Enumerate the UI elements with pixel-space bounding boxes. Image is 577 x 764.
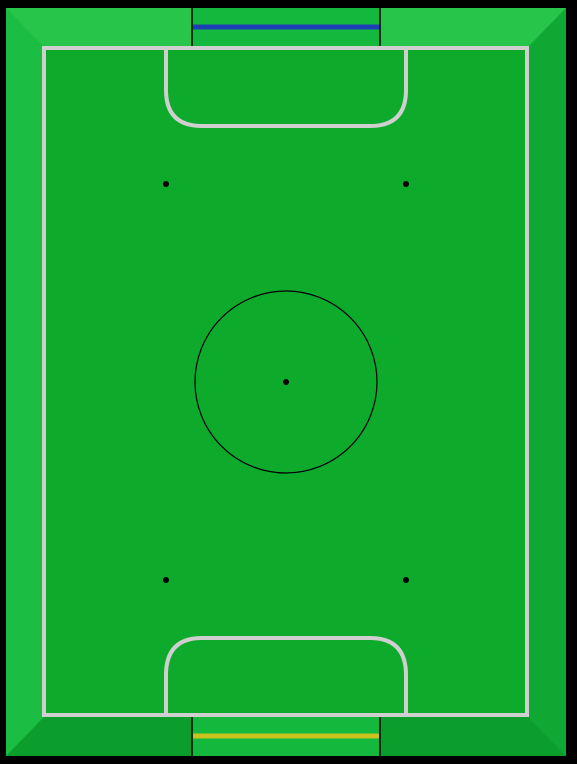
bevel-left: [6, 8, 44, 756]
center-circle: [194, 290, 378, 474]
spot-bottom-left: [163, 577, 169, 583]
spot-top-right: [403, 181, 409, 187]
center-spot: [283, 379, 289, 385]
bottom-penalty-area: [164, 636, 408, 715]
touchline-boundary: [42, 46, 529, 717]
spot-top-left: [163, 181, 169, 187]
bevel-right: [528, 8, 566, 756]
spot-bottom-right: [403, 577, 409, 583]
top-penalty-area: [164, 48, 408, 128]
